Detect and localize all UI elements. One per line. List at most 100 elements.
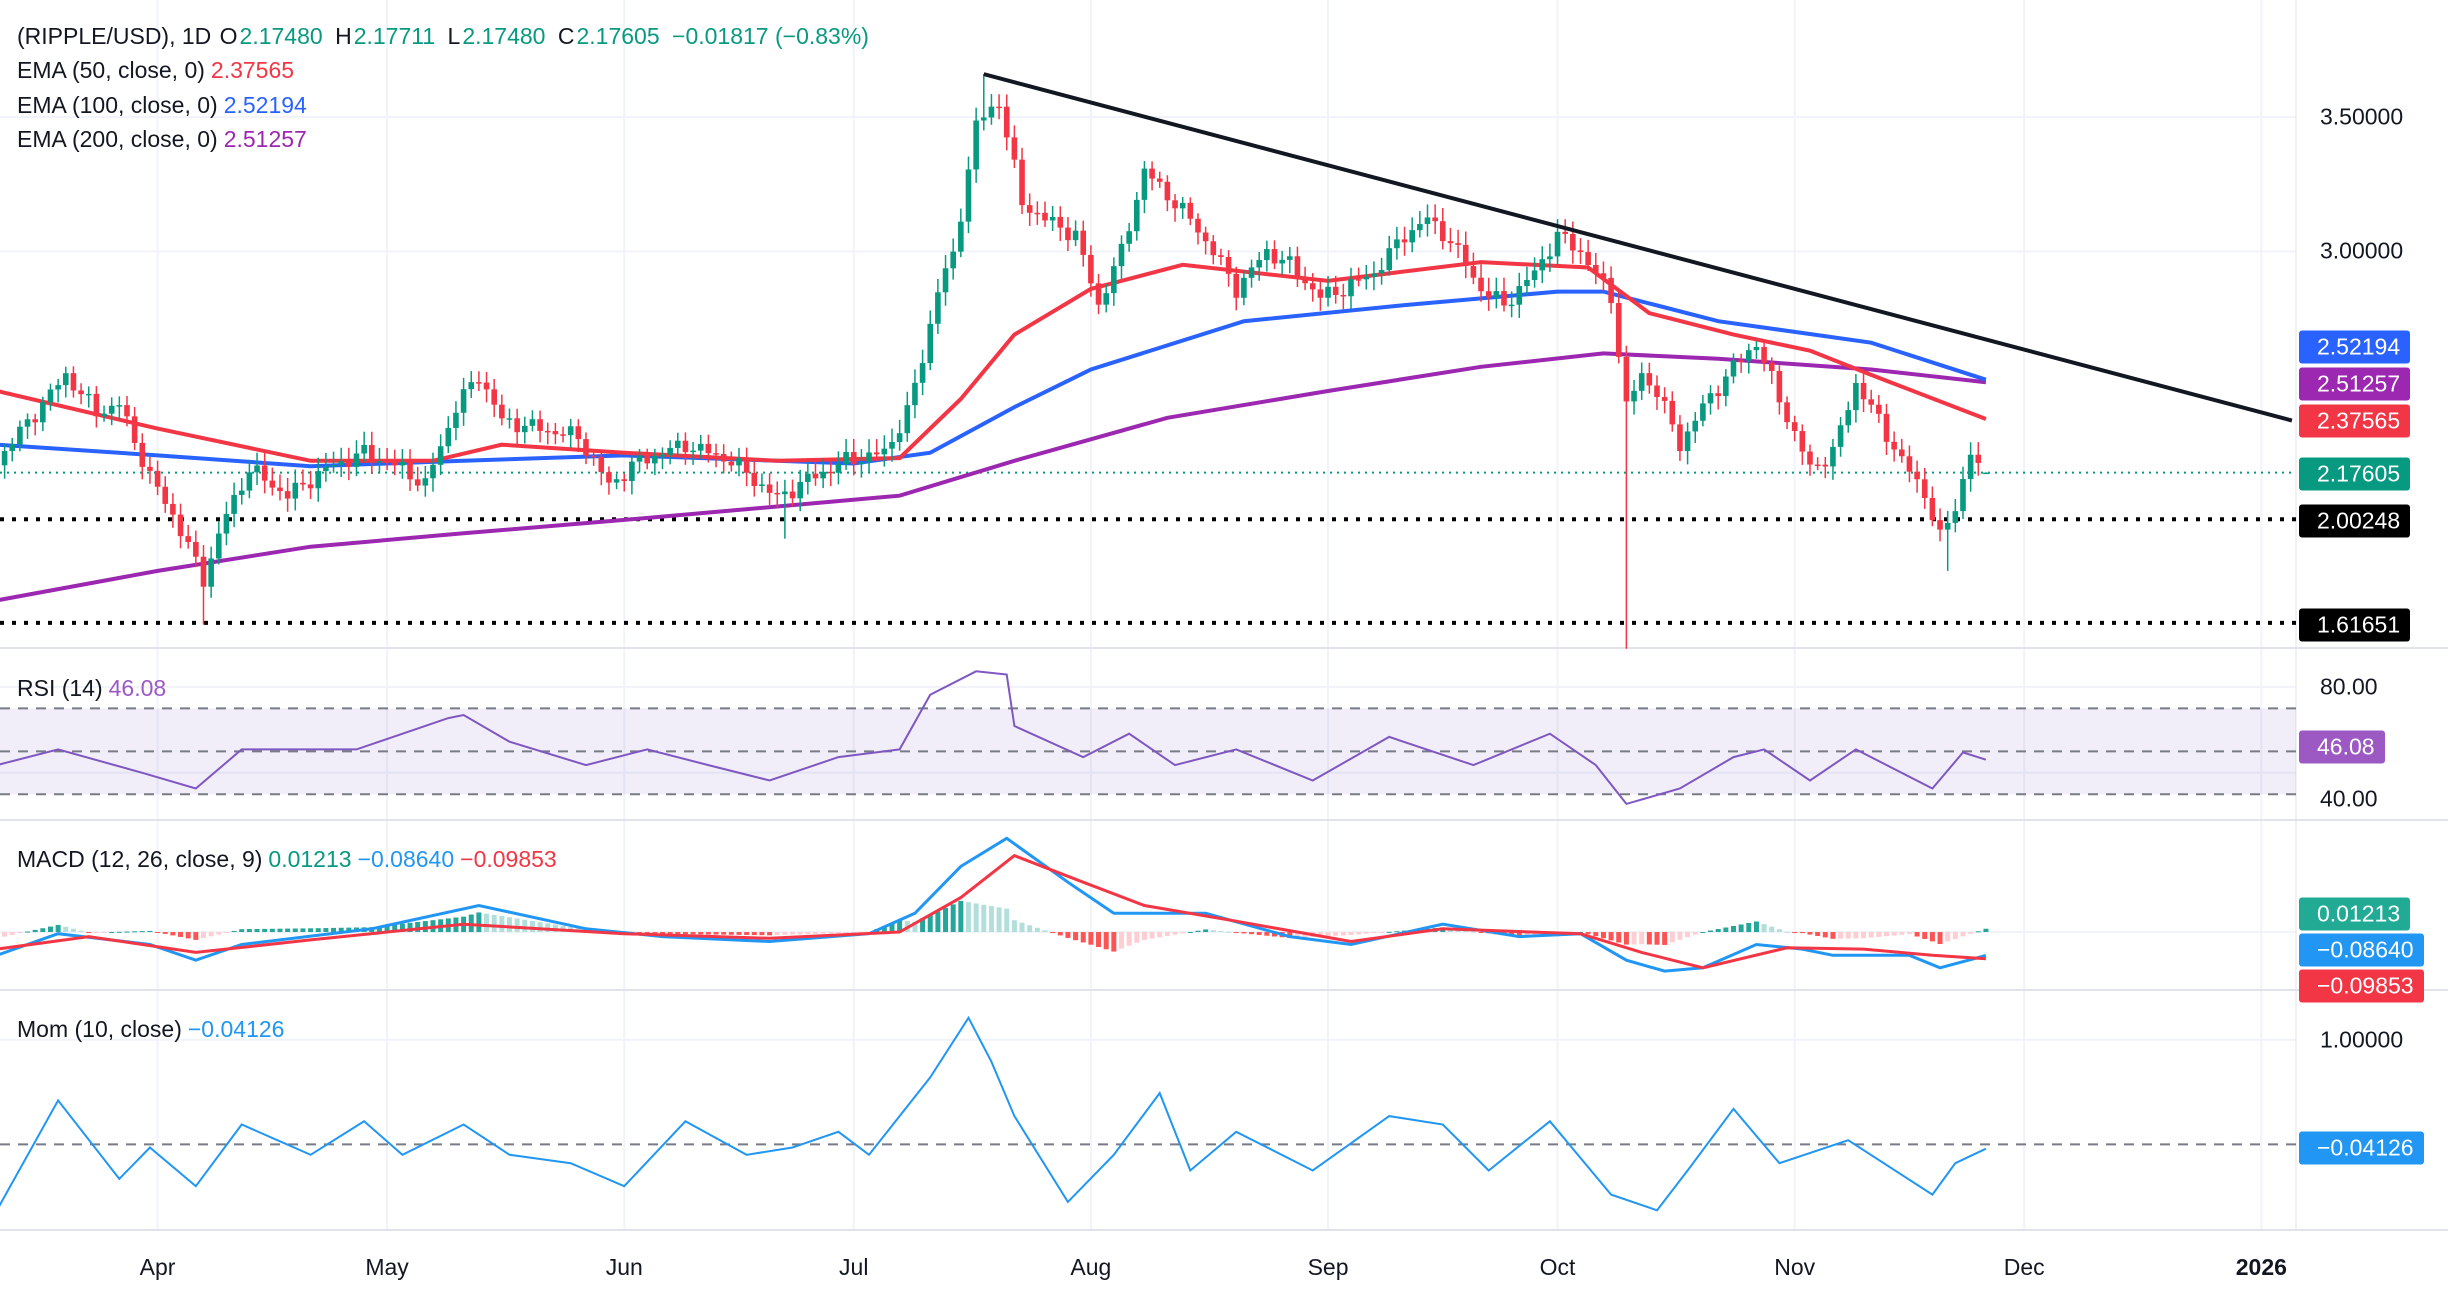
macd-histogram-bar: [1776, 929, 1782, 933]
ema50-line[interactable]: [0, 260, 1987, 463]
mom-line[interactable]: [0, 1015, 1987, 1212]
candle: [965, 169, 972, 222]
macd-histogram-bar: [1256, 932, 1262, 935]
candle: [300, 482, 306, 485]
rsi-pane[interactable]: [0, 670, 2296, 806]
macd-histogram-bar: [667, 932, 673, 934]
macd-histogram-bar: [644, 932, 650, 934]
momentum-pane[interactable]: [0, 1015, 2296, 1212]
candle: [980, 117, 987, 121]
candle: [116, 405, 123, 407]
descending-trendline[interactable]: [983, 72, 2293, 423]
candle: [1554, 231, 1561, 257]
macd-histogram-bar: [1210, 930, 1216, 933]
candle: [1034, 212, 1041, 215]
candle: [1156, 178, 1163, 182]
macd-histogram-bar: [1333, 932, 1339, 936]
macd-histogram-bar: [231, 930, 237, 933]
macd-histogram-bar: [1118, 932, 1124, 949]
candle: [1868, 399, 1874, 405]
rsi-line[interactable]: [0, 670, 1987, 806]
candle: [598, 456, 605, 473]
candle: [1218, 255, 1224, 257]
candle: [368, 444, 375, 462]
candle: [246, 472, 253, 491]
candle: [858, 462, 865, 465]
candle: [827, 471, 834, 474]
candle: [935, 292, 941, 324]
candle: [1768, 362, 1775, 372]
candle: [1348, 279, 1354, 297]
macd-histogram-bar: [835, 932, 841, 934]
macd-legend[interactable]: MACD (12, 26, close, 9) 0.01213 −0.08640 −0…: [17, 844, 563, 874]
ema50-legend[interactable]: EMA (50, close, 0) 2.37565: [17, 55, 300, 85]
mom-legend[interactable]: Mom (10, close) −0.04126: [17, 1014, 290, 1044]
macd-histogram-bar: [1761, 924, 1767, 933]
macd-histogram-bar: [1050, 932, 1056, 934]
macd-histogram-bar: [996, 907, 1002, 933]
candle: [1883, 413, 1890, 442]
ema100-label: EMA (100, close, 0): [17, 92, 218, 118]
macd-histogram-bar: [897, 920, 903, 933]
macd-histogram-bar: [889, 923, 895, 933]
open-label: O: [219, 23, 238, 49]
macd-histogram-bar: [1830, 932, 1836, 939]
macd-histogram-bar: [1799, 932, 1805, 934]
macd-pane[interactable]: [0, 836, 1989, 973]
macd-histogram-bar: [1738, 924, 1744, 933]
candle: [1585, 252, 1591, 265]
candle: [1355, 279, 1362, 281]
macd-line[interactable]: [0, 836, 1987, 973]
candle: [728, 461, 735, 466]
rsi-legend[interactable]: RSI (14) 46.08: [17, 673, 172, 703]
candle: [927, 323, 934, 364]
macd-histogram-bar: [506, 917, 512, 933]
macd-histogram-bar: [522, 919, 528, 933]
macd-histogram-bar: [1524, 932, 1530, 937]
macd-histogram-bar: [1363, 932, 1369, 934]
time-label: May: [365, 1254, 409, 1280]
candle: [430, 464, 436, 479]
candle: [789, 491, 796, 499]
change-value: −0.01817 (−0.83%): [672, 23, 869, 49]
macd-histogram-bar: [415, 921, 421, 933]
close-label: C: [557, 23, 575, 49]
ema100-legend[interactable]: EMA (100, close, 0) 2.52194: [17, 90, 313, 120]
macd-histogram-bar: [981, 904, 987, 933]
macd-signal-line[interactable]: [0, 853, 1986, 970]
close-value: 2.17605: [576, 23, 660, 49]
candle: [736, 458, 742, 466]
macd-histogram-bar: [1264, 932, 1270, 936]
macd-histogram-bar: [1654, 932, 1660, 945]
candle: [101, 413, 107, 417]
candle: [414, 479, 421, 486]
macd-histogram-bar: [1080, 932, 1086, 943]
macd-histogram-bar: [1203, 929, 1209, 933]
macd-histogram-bar: [1593, 932, 1599, 937]
macd-histogram-bar: [728, 932, 734, 935]
mom-tick: 1.00000: [2320, 1026, 2404, 1053]
candle: [108, 405, 115, 414]
candle: [1080, 230, 1087, 255]
ema200-legend[interactable]: EMA (200, close, 0) 2.51257: [17, 124, 313, 154]
macd-histogram-bar: [1600, 932, 1606, 939]
macd-histogram-bar: [1011, 920, 1017, 933]
trendline[interactable]: [983, 72, 2293, 423]
macd-histogram-bar: [1073, 932, 1079, 941]
candle: [514, 418, 520, 433]
macd-histogram-bar: [797, 932, 803, 935]
macd-histogram-bar: [1478, 932, 1484, 934]
macd-histogram-bar: [881, 926, 887, 933]
candle: [636, 455, 643, 462]
candle: [1371, 273, 1377, 277]
candle: [1126, 231, 1132, 244]
ema100-value: 2.52194: [223, 92, 307, 118]
ema200-line[interactable]: [0, 351, 1987, 602]
open-value: 2.17480: [239, 23, 323, 49]
horizontal-levels[interactable]: [0, 471, 2296, 625]
candle: [269, 480, 276, 488]
candle: [1049, 216, 1056, 221]
candle: [1738, 360, 1744, 362]
candle: [491, 389, 497, 405]
